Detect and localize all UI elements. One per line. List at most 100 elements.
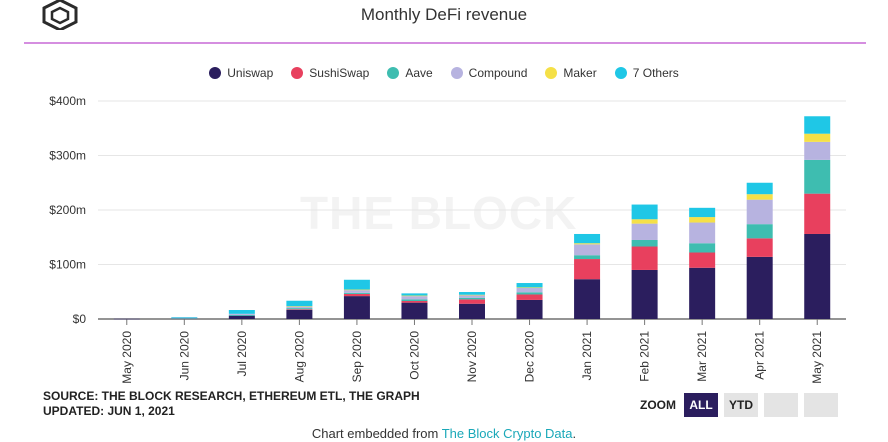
source-note: SOURCE: THE BLOCK RESEARCH, ETHEREUM ETL… [43, 389, 420, 419]
bar-segment-aave [574, 255, 601, 260]
legend-item-compound[interactable]: Compound [450, 66, 527, 80]
bar-segment-maker [343, 289, 370, 291]
bar-segment-uniswap [343, 296, 370, 319]
bar-segment-others [459, 292, 485, 295]
x-tick-label: Nov 2020 [465, 331, 479, 383]
bar-segment-sushiswap [804, 193, 831, 234]
legend-item-sushiswap[interactable]: SushiSwap [291, 66, 369, 80]
bar-segment-compound [343, 290, 370, 293]
zoom-controls: ZOOM ALL YTD [640, 393, 838, 417]
bar-segment-compound [401, 296, 428, 300]
legend-swatch-others [614, 67, 627, 79]
bar-segment-aave [228, 314, 255, 316]
bar-segment-aave [746, 224, 773, 239]
bar-segment-sushiswap [689, 252, 716, 268]
bar-segment-aave [689, 243, 716, 253]
legend-item-others[interactable]: 7 Others [614, 66, 679, 80]
bar-segment-compound [631, 223, 658, 240]
bar-segment-sushiswap [286, 309, 313, 310]
bar-segment-uniswap [113, 318, 140, 320]
x-tick-label: Apr 2021 [753, 331, 767, 380]
chart-title: Monthly DeFi revenue [360, 5, 528, 24]
bar-segment-uniswap [286, 309, 313, 319]
zoom-label: ZOOM [640, 398, 676, 412]
x-tick-label: May 2020 [120, 331, 134, 384]
bar-segment-others [631, 204, 658, 220]
legend-item-aave[interactable]: Aave [387, 66, 433, 80]
bar-segment-sushiswap [574, 259, 601, 280]
bar-segment-others [401, 293, 428, 296]
bar-segment-others [516, 283, 543, 288]
y-tick-label: $300m [49, 149, 86, 163]
bar-segment-aave [286, 308, 313, 310]
bar-segment-uniswap [401, 302, 428, 319]
legend-item-maker[interactable]: Maker [545, 66, 597, 80]
x-tick-label: Jul 2020 [235, 331, 249, 377]
watermark: THE BLOCK [300, 187, 578, 239]
bar-segment-aave [804, 159, 831, 194]
bar-segment-others [343, 279, 370, 290]
zoom-all-button[interactable]: ALL [684, 393, 718, 417]
legend-label-aave: Aave [405, 66, 433, 80]
legend-label-others: 7 Others [632, 66, 679, 80]
bar-segment-uniswap [574, 279, 601, 319]
legend-label-maker: Maker [563, 66, 597, 80]
bar-segment-maker [689, 217, 716, 223]
bar-segment-compound [804, 141, 831, 160]
bar-segment-maker [631, 219, 658, 224]
bar-segment-uniswap [228, 315, 255, 319]
legend-label-sushiswap: SushiSwap [309, 66, 370, 80]
bar-segment-compound [516, 287, 543, 293]
bar-segment-aave [401, 299, 428, 302]
bar-segment-compound [746, 199, 773, 225]
bar-segment-compound [171, 317, 198, 319]
chart-legend: Uniswap SushiSwap Aave Compound Maker 7 … [0, 66, 888, 80]
legend-swatch-aave [387, 67, 400, 79]
bar-segment-sushiswap [459, 299, 485, 304]
bar-segment-uniswap [804, 233, 831, 319]
zoom-blank-button-2[interactable] [804, 393, 838, 417]
bar-segment-others [286, 300, 313, 307]
bar-segment-maker [746, 194, 773, 200]
bar-segment-sushiswap [746, 238, 773, 257]
bar-segment-sushiswap [516, 294, 543, 300]
bar-segment-others [171, 317, 198, 318]
y-tick-label: $100m [49, 258, 86, 272]
bar-segment-maker [804, 133, 831, 142]
zoom-blank-button-1[interactable] [764, 393, 798, 417]
bar-segment-compound [286, 306, 313, 309]
bar-segment-maker [401, 295, 428, 297]
the-block-logo [40, 0, 80, 32]
bar-segment-aave [343, 292, 370, 294]
legend-item-uniswap[interactable]: Uniswap [209, 66, 273, 80]
footer-prefix: Chart embedded from [311, 426, 442, 441]
footer-link[interactable]: The Block Crypto Data [441, 426, 573, 441]
source-line: SOURCE: THE BLOCK RESEARCH, ETHEREUM ETL… [43, 389, 420, 403]
bar-segment-others [228, 310, 255, 314]
bar-segment-compound [228, 313, 255, 315]
legend-swatch-sushiswap [291, 67, 304, 79]
bar-segment-uniswap [746, 256, 773, 319]
bar-segment-sushiswap [401, 301, 428, 303]
bar-segment-others [804, 116, 831, 134]
y-tick-label: $200m [49, 203, 86, 217]
title-divider [24, 42, 866, 44]
x-tick-label: Mar 2021 [695, 331, 709, 382]
x-tick-label: May 2021 [810, 331, 824, 384]
bar-segment-uniswap [689, 267, 716, 319]
bar-segment-maker [286, 306, 313, 307]
bar-segment-aave [459, 297, 485, 300]
bar-segment-sushiswap [343, 293, 370, 297]
legend-swatch-maker [545, 67, 558, 79]
x-tick-label: Oct 2020 [407, 331, 421, 380]
bar-segment-maker [574, 243, 601, 245]
y-tick-label: $400m [49, 94, 86, 108]
bar-segment-others [574, 233, 601, 244]
x-tick-label: Jan 2021 [580, 331, 594, 381]
stacked-bar-chart: $0 $100m $200m $300m $400m May 2020 Jun 2020 Ju… [49, 94, 846, 384]
x-tick-label: Aug 2020 [292, 331, 306, 383]
y-tick-label: $0 [73, 312, 87, 326]
bar-segment-uniswap [631, 269, 658, 319]
zoom-ytd-button[interactable]: YTD [724, 393, 758, 417]
x-tick-label: Dec 2020 [523, 331, 537, 383]
